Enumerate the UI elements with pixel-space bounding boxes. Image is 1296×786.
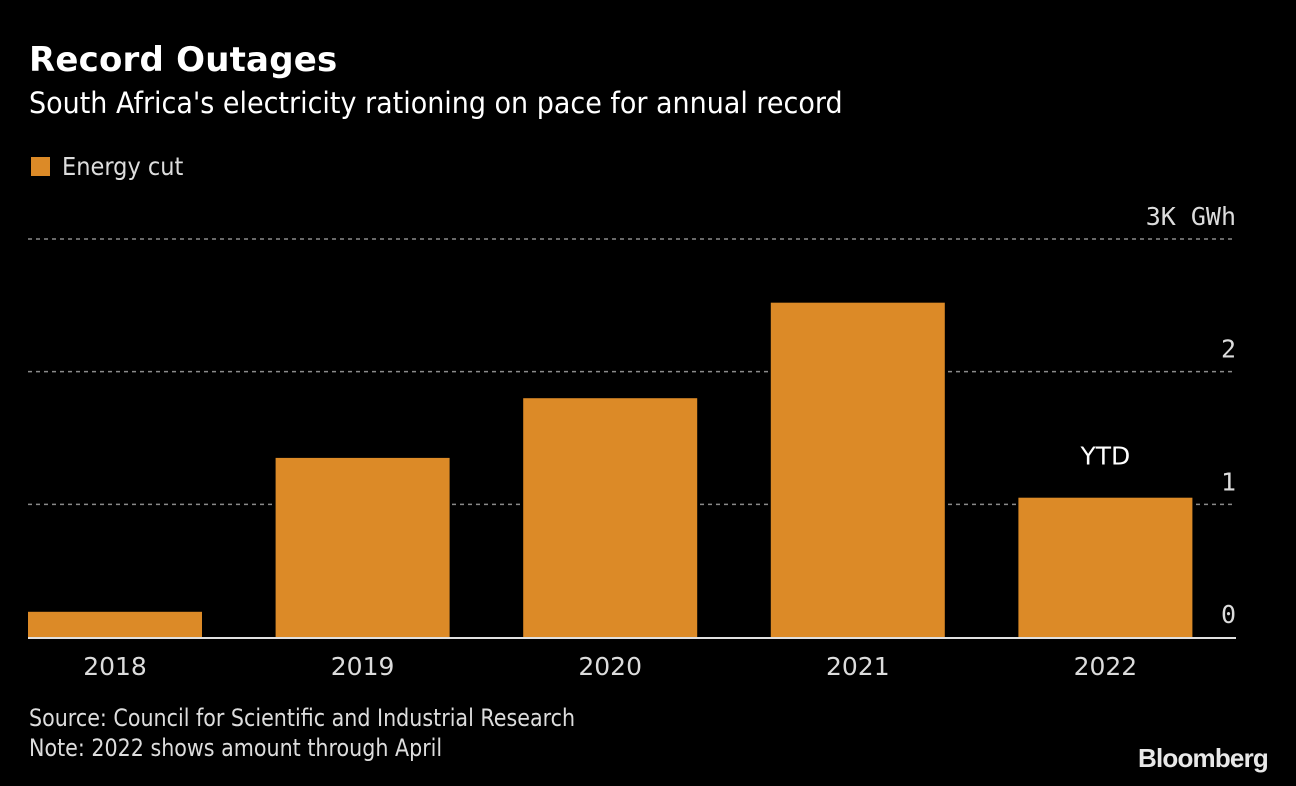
bar-2020: [523, 398, 698, 637]
bar-2019: [275, 457, 450, 637]
bar-annotation: YTD: [1080, 442, 1131, 471]
bar-2021: [770, 302, 945, 637]
y-tick-label: 3K GWh: [1146, 202, 1236, 231]
x-tick-label: 2020: [578, 652, 642, 681]
chart-subtitle: South Africa's electricity rationing on …: [29, 86, 843, 120]
chart-title: Record Outages: [29, 40, 338, 80]
footnote: Note: 2022 shows amount through April: [29, 734, 443, 762]
x-tick-label: 2019: [331, 652, 395, 681]
legend-swatch: [31, 157, 50, 176]
bloomberg-logo: Bloomberg: [1137, 743, 1269, 773]
x-tick-label: 2021: [826, 652, 890, 681]
x-tick-label: 2022: [1074, 652, 1138, 681]
bar-chart: 0 1 2 3K GWh 2018 2019 2020 2021 2022 YTD: [28, 202, 1236, 681]
y-tick-label: 0: [1221, 600, 1236, 629]
bar-2018: [28, 611, 202, 637]
source-note: Source: Council for Scientific and Indus…: [29, 704, 576, 732]
legend-label: Energy cut: [62, 152, 184, 181]
bar-2022: [1018, 497, 1193, 637]
legend: Energy cut: [31, 152, 197, 181]
y-tick-label: 1: [1221, 467, 1236, 496]
x-tick-label: 2018: [83, 652, 147, 681]
y-tick-label: 2: [1221, 335, 1236, 364]
